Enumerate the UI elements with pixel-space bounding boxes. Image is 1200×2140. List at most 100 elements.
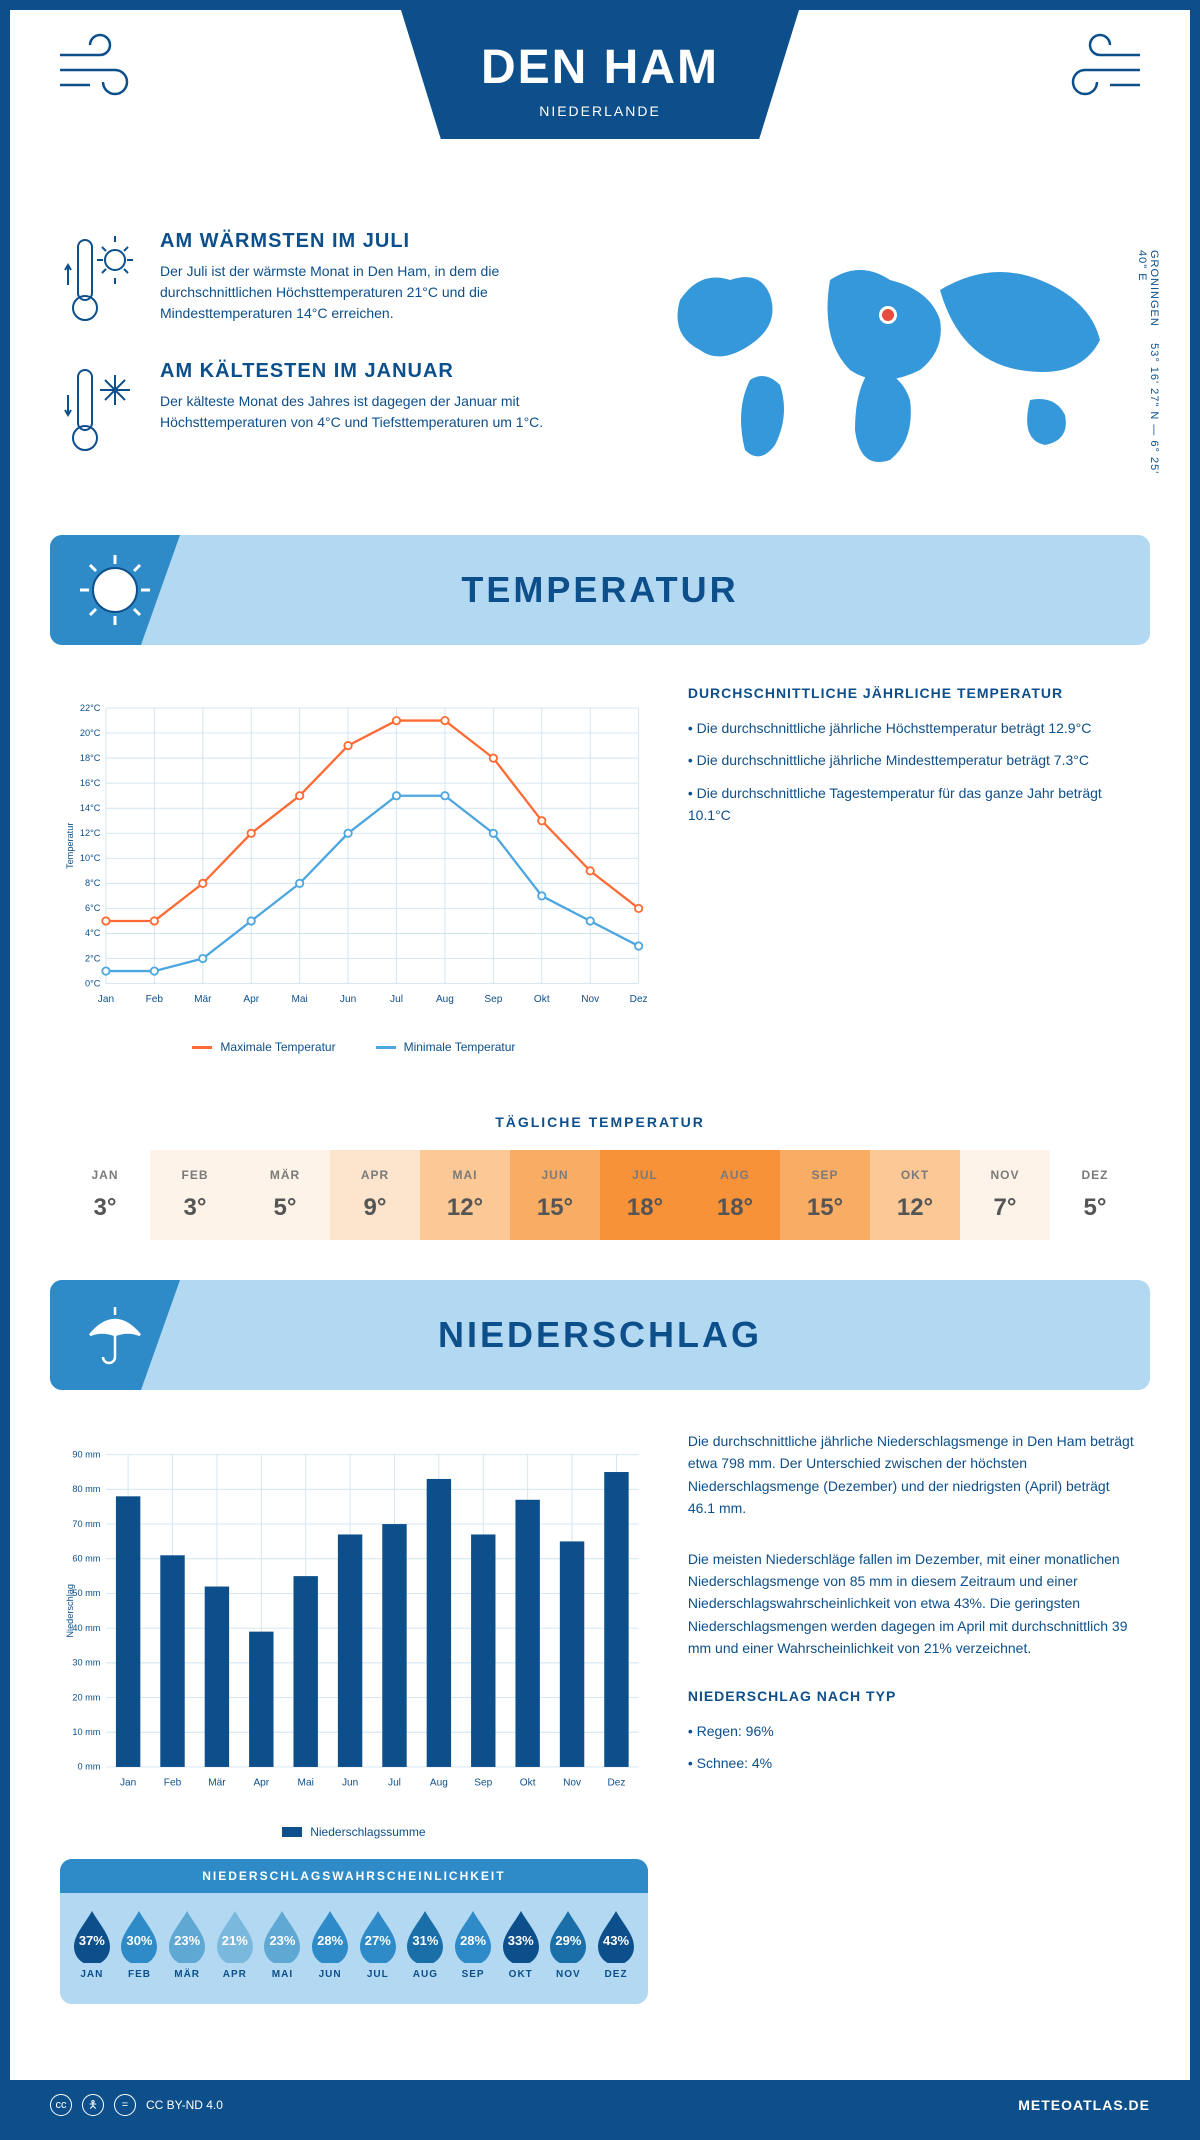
svg-text:Jan: Jan [98,994,114,1005]
svg-text:22°C: 22°C [80,703,101,713]
temp-cell: JAN3° [60,1150,150,1240]
svg-text:14°C: 14°C [80,803,101,813]
svg-text:30 mm: 30 mm [72,1658,100,1668]
svg-text:Apr: Apr [253,1777,269,1788]
precipitation-text: Die durchschnittliche jährliche Niedersc… [688,1430,1140,2004]
wind-icon-left [50,30,150,110]
fact-cold-title: AM KÄLTESTEN IM JANUAR [160,360,580,383]
probability-drop: 33%OKT [497,1909,545,1980]
nd-icon: = [114,2094,136,2116]
precip-paragraph-2: Die meisten Niederschläge fallen im Deze… [688,1548,1140,1660]
type-bullet: • Regen: 96% [688,1720,1140,1742]
temperature-legend: Maximale Temperatur Minimale Temperatur [60,1040,648,1054]
temperature-line-chart: 0°C2°C4°C6°C8°C10°C12°C14°C16°C18°C20°C2… [60,685,648,1025]
daily-temperature-table: JAN3°FEB3°MÄR5°APR9°MAI12°JUN15°JUL18°AU… [60,1150,1140,1240]
svg-text:Okt: Okt [520,1777,536,1788]
header-banner: DEN HAM NIEDERLANDE [10,10,1190,210]
svg-text:50 mm: 50 mm [72,1588,100,1598]
summary-bullet: • Die durchschnittliche Tagestemperatur … [688,782,1140,827]
probability-drop: 27%JUL [354,1909,402,1980]
precipitation-chart-area: 0 mm10 mm20 mm30 mm40 mm50 mm60 mm70 mm8… [10,1390,1190,2044]
svg-text:Dez: Dez [607,1777,625,1788]
probability-drop: 23%MÄR [163,1909,211,1980]
temp-cell: JUL18° [600,1150,690,1240]
temperature-chart-area: 0°C2°C4°C6°C8°C10°C12°C14°C16°C18°C20°C2… [10,645,1190,1094]
precipitation-probability-panel: NIEDERSCHLAGSWAHRSCHEINLICHKEIT 37%JAN30… [60,1859,648,2004]
probability-drop: 29%NOV [545,1909,593,1980]
svg-text:Nov: Nov [581,994,600,1005]
probability-drop: 37%JAN [68,1909,116,1980]
probability-drop: 30%FEB [116,1909,164,1980]
temp-cell: FEB3° [150,1150,240,1240]
svg-text:Jun: Jun [340,994,356,1005]
footer-site: METEOATLAS.DE [1018,2097,1150,2113]
svg-text:Mai: Mai [292,994,308,1005]
svg-text:80 mm: 80 mm [72,1484,100,1494]
temp-cell: NOV7° [960,1150,1050,1240]
footer-bar: cc 🯅 = CC BY-ND 4.0 METEOATLAS.DE [10,2080,1190,2130]
temp-cell: AUG18° [690,1150,780,1240]
section-header-precipitation: NIEDERSCHLAG [50,1280,1150,1390]
svg-text:2°C: 2°C [85,953,101,963]
svg-text:Jul: Jul [390,994,403,1005]
probability-drop: 21%APR [211,1909,259,1980]
svg-text:Niederschlag: Niederschlag [65,1584,75,1638]
precipitation-legend: Niederschlagssumme [60,1825,648,1839]
svg-text:Jun: Jun [342,1777,358,1788]
probability-title: NIEDERSCHLAGSWAHRSCHEINLICHKEIT [60,1859,648,1893]
svg-text:20 mm: 20 mm [72,1692,100,1702]
svg-text:70 mm: 70 mm [72,1519,100,1529]
umbrella-icon [75,1295,155,1375]
precip-type-title: NIEDERSCHLAG NACH TYP [688,1688,1140,1704]
svg-text:Mai: Mai [298,1777,314,1788]
summary-title: DURCHSCHNITTLICHE JÄHRLICHE TEMPERATUR [688,685,1140,701]
svg-text:Dez: Dez [630,994,648,1005]
temperature-summary: DURCHSCHNITTLICHE JÄHRLICHE TEMPERATUR •… [688,685,1140,1054]
probability-drop: 23%MAI [259,1909,307,1980]
probability-drop: 28%SEP [449,1909,497,1980]
fact-warm-text: Der Juli ist der wärmste Monat in Den Ha… [160,261,580,324]
svg-text:12°C: 12°C [80,828,101,838]
svg-text:90 mm: 90 mm [72,1449,100,1459]
svg-text:10°C: 10°C [80,853,101,863]
world-map [620,230,1140,490]
svg-text:40 mm: 40 mm [72,1623,100,1633]
page-subtitle: NIEDERLANDE [481,103,719,119]
thermometer-cold-icon [60,360,140,460]
svg-text:Aug: Aug [436,994,454,1005]
intro-section: AM WÄRMSTEN IM JULI Der Juli ist der wär… [10,210,1190,535]
svg-text:Aug: Aug [430,1777,448,1788]
facts-column: AM WÄRMSTEN IM JULI Der Juli ist der wär… [60,230,580,495]
svg-text:8°C: 8°C [85,878,101,888]
daily-temp-title: TÄGLICHE TEMPERATUR [10,1114,1190,1130]
svg-text:Mär: Mär [194,994,212,1005]
temp-cell: DEZ5° [1050,1150,1140,1240]
svg-text:Okt: Okt [534,994,550,1005]
page-title: DEN HAM [481,40,719,95]
svg-text:Sep: Sep [474,1777,492,1788]
summary-bullet: • Die durchschnittliche jährliche Mindes… [688,749,1140,771]
svg-text:16°C: 16°C [80,778,101,788]
svg-text:Mär: Mär [208,1777,226,1788]
coordinates-label: GRONINGEN 53° 16' 27" N — 6° 25' 40" E [1136,250,1160,495]
infographic-page: DEN HAM NIEDERLANDE [0,0,1200,2140]
precipitation-title: NIEDERSCHLAG [438,1314,762,1356]
temp-cell: SEP15° [780,1150,870,1240]
svg-text:Jul: Jul [388,1777,401,1788]
temp-cell: JUN15° [510,1150,600,1240]
thermometer-hot-icon [60,230,140,330]
svg-text:18°C: 18°C [80,753,101,763]
svg-text:Nov: Nov [563,1777,582,1788]
svg-text:Apr: Apr [243,994,259,1005]
fact-warm: AM WÄRMSTEN IM JULI Der Juli ist der wär… [60,230,580,330]
temperature-title: TEMPERATUR [461,569,738,611]
by-icon: 🯅 [82,2094,104,2116]
fact-cold: AM KÄLTESTEN IM JANUAR Der kälteste Mona… [60,360,580,460]
svg-text:0 mm: 0 mm [77,1762,100,1772]
svg-text:10 mm: 10 mm [72,1727,100,1737]
svg-text:Feb: Feb [164,1777,182,1788]
svg-text:Temperatur: Temperatur [65,823,75,869]
svg-text:Jan: Jan [120,1777,136,1788]
title-banner: DEN HAM NIEDERLANDE [401,10,799,139]
type-bullet: • Schnee: 4% [688,1752,1140,1774]
